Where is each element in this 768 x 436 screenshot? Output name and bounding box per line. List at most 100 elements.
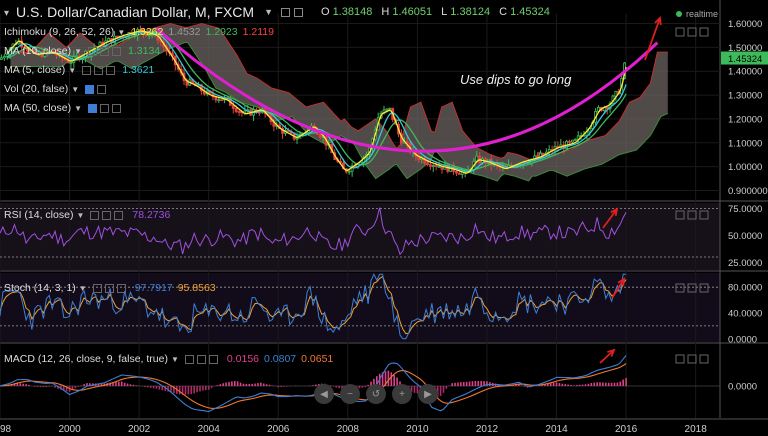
candle-body bbox=[605, 106, 609, 110]
settings-icon[interactable] bbox=[85, 84, 95, 94]
rsi-panel-bg bbox=[0, 203, 720, 270]
legend-vol[interactable]: Vol (20, false) ▼ bbox=[4, 83, 109, 95]
close-icon[interactable] bbox=[112, 46, 122, 56]
candle-body bbox=[388, 107, 392, 110]
rsi-tick-label: 50.0000 bbox=[728, 231, 762, 242]
candle-body bbox=[0, 57, 3, 60]
candle-body bbox=[576, 135, 580, 140]
legend-macd[interactable]: MACD (12, 26, close, 9, false, true) ▼ 0.… bbox=[4, 353, 334, 365]
zoom-in-icon[interactable]: + bbox=[392, 384, 412, 404]
eye-icon[interactable] bbox=[94, 65, 104, 75]
macd-line bbox=[0, 355, 627, 413]
y-tick-label: 1.20000 bbox=[728, 114, 762, 125]
dropdown-icon[interactable]: ▼ bbox=[71, 84, 80, 94]
last-price-tag bbox=[721, 51, 768, 65]
eye-icon[interactable] bbox=[100, 46, 110, 56]
scroll-right-icon[interactable]: ▶ bbox=[418, 384, 438, 404]
eye-icon[interactable] bbox=[100, 103, 110, 113]
close-icon[interactable] bbox=[116, 283, 126, 293]
settings-icon[interactable] bbox=[92, 283, 102, 293]
x-tick-label: 2018 bbox=[685, 424, 708, 435]
eye-icon[interactable] bbox=[104, 283, 114, 293]
annotation-text: Use dips to go long bbox=[460, 72, 572, 87]
legend-rsi[interactable]: RSI (14, close) ▼ 78.2736 bbox=[4, 209, 171, 221]
x-tick-label: 2008 bbox=[337, 424, 360, 435]
candle-body bbox=[428, 164, 432, 167]
settings-icon[interactable] bbox=[88, 103, 98, 113]
eye-icon[interactable] bbox=[97, 84, 107, 94]
x-tick-label: 2002 bbox=[128, 424, 151, 435]
close-icon[interactable] bbox=[208, 354, 218, 364]
candle-body bbox=[542, 152, 545, 156]
settings-icon[interactable] bbox=[90, 210, 100, 220]
candle-body bbox=[2, 56, 6, 59]
ichimoku-tenkan-line bbox=[6, 30, 627, 174]
candle-body bbox=[457, 172, 461, 175]
settings-icon[interactable] bbox=[184, 354, 194, 364]
candle-body bbox=[573, 138, 577, 141]
panel-control-icon bbox=[687, 283, 697, 293]
legend-ma50[interactable]: MA (50, close) ▼ bbox=[4, 102, 124, 114]
dropdown-icon[interactable]: ▼ bbox=[68, 65, 77, 75]
rsi-tick-label: 25.0000 bbox=[728, 258, 762, 269]
candle-body bbox=[69, 62, 73, 64]
symbol-dropdown-icon[interactable]: ▼ bbox=[264, 7, 273, 17]
y-tick-label: 0.900000 bbox=[728, 186, 768, 197]
collapse-icon[interactable]: ▾ bbox=[4, 7, 10, 19]
reset-icon[interactable]: ↺ bbox=[366, 384, 386, 404]
dropdown-icon[interactable]: ▼ bbox=[76, 210, 85, 220]
candle-body bbox=[147, 34, 151, 37]
scroll-left-icon[interactable]: ◀ bbox=[314, 384, 334, 404]
symbol-title: U.S. Dollar/Canadian Dollar, M, FXCM bbox=[16, 4, 255, 20]
chart-header: ▾ U.S. Dollar/Canadian Dollar, M, FXCM ▼… bbox=[0, 2, 550, 22]
x-tick-label: 1998 bbox=[0, 424, 12, 435]
close-icon[interactable] bbox=[114, 210, 124, 220]
zoom-out-icon[interactable]: − bbox=[340, 384, 360, 404]
candle-body bbox=[347, 170, 351, 173]
rsi-tick-label: 75.0000 bbox=[728, 204, 762, 215]
settings-icon[interactable] bbox=[82, 65, 92, 75]
panel-control-icon bbox=[687, 210, 697, 220]
macd-tick-label: 0.0000 bbox=[728, 382, 757, 393]
rsi-arrow bbox=[602, 208, 618, 229]
legend-ma10[interactable]: MA (10, close) ▼ 1.3134 bbox=[4, 45, 161, 57]
panel-control-icon bbox=[687, 354, 697, 364]
y-tick-label: 1.40000 bbox=[728, 67, 762, 78]
candle-body bbox=[220, 99, 224, 102]
candle-body bbox=[318, 134, 322, 138]
y-tick-label: 1.60000 bbox=[728, 19, 762, 30]
candle-body bbox=[295, 137, 299, 140]
close-icon[interactable] bbox=[106, 65, 116, 75]
candle-body bbox=[423, 157, 426, 164]
panel-control-icon bbox=[675, 27, 685, 37]
dropdown-icon[interactable]: ▼ bbox=[74, 46, 83, 56]
settings-icon[interactable] bbox=[281, 7, 290, 17]
candle-body bbox=[570, 139, 574, 143]
main-arrow-head bbox=[654, 16, 662, 26]
legend-ma5[interactable]: MA (5, close) ▼ 1.3621 bbox=[4, 64, 155, 76]
dropdown-icon[interactable]: ▼ bbox=[117, 27, 126, 37]
candle-body bbox=[31, 49, 35, 52]
rsi-line bbox=[0, 207, 627, 256]
x-tick-label: 2004 bbox=[198, 424, 221, 435]
panel-control-icon bbox=[699, 210, 709, 220]
stoch-k-line bbox=[0, 273, 627, 340]
macd-arrow bbox=[599, 349, 615, 364]
eye-icon[interactable] bbox=[102, 210, 112, 220]
candle-body bbox=[437, 166, 441, 168]
legend-ichimoku[interactable]: Ichimoku (9, 26, 52, 26) ▼ 1.3262 1.4532 … bbox=[4, 26, 274, 38]
dropdown-icon[interactable]: ▼ bbox=[74, 103, 83, 113]
close-icon[interactable] bbox=[112, 103, 122, 113]
legend-stoch[interactable]: Stoch (14, 3, 1) ▼ 97.7917 95.8563 bbox=[4, 282, 216, 294]
eye-icon[interactable] bbox=[196, 354, 206, 364]
candle-body bbox=[455, 171, 458, 174]
candle-body bbox=[431, 165, 435, 167]
chart-nav-controls[interactable]: ◀ − ↺ + ▶ bbox=[314, 384, 444, 404]
macd-arrow-head bbox=[607, 348, 616, 357]
panel-control-icon bbox=[687, 27, 697, 37]
visibility-icon[interactable] bbox=[294, 7, 303, 17]
settings-icon[interactable] bbox=[88, 46, 98, 56]
dropdown-icon[interactable]: ▼ bbox=[78, 283, 87, 293]
dropdown-icon[interactable]: ▼ bbox=[170, 354, 179, 364]
